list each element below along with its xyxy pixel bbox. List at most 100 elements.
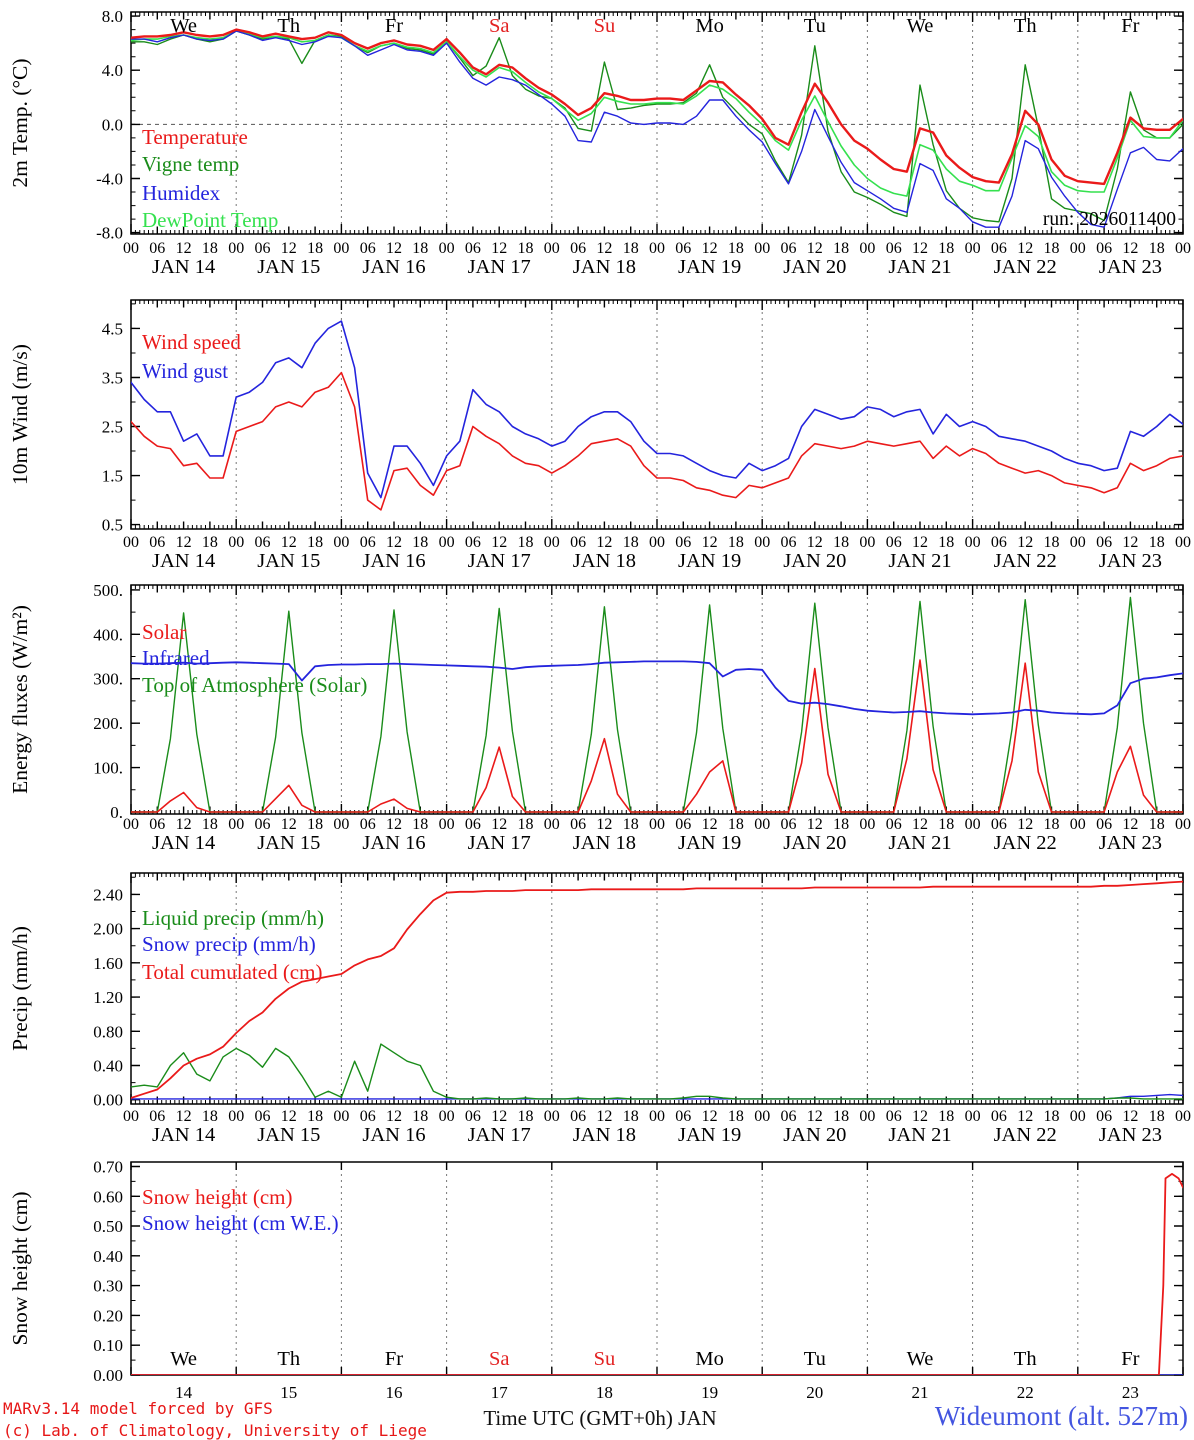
- y-tick-label: 2.40: [93, 885, 123, 904]
- x-hour-label: 12: [386, 240, 402, 257]
- x-hour-label: 00: [123, 534, 139, 551]
- x-hour-label: 12: [807, 1108, 823, 1125]
- x-hour-label: 00: [123, 816, 139, 833]
- panel-frame: [130, 584, 1184, 815]
- y-axis-title: Snow height (cm): [8, 1191, 32, 1345]
- panel-energy-fluxes: 500. 400. 300. 200. 100. 0. Energy fluxes (W/m…: [8, 581, 1191, 854]
- x-hour-label: 00: [754, 240, 770, 257]
- x-hour-label: 00: [649, 240, 665, 257]
- x-hour-label: 18: [728, 1108, 744, 1125]
- x-hour-label: 00: [1175, 534, 1191, 551]
- x-hour-label: 06: [781, 816, 797, 833]
- x-day-number: 19: [701, 1383, 718, 1402]
- x-hour-label: 06: [360, 1108, 376, 1125]
- run-label: run: 2026011400: [1043, 209, 1176, 230]
- x-hour-label: 18: [202, 240, 218, 257]
- model-credit-line2: (c) Lab. of Climatology, University of L…: [3, 1421, 427, 1440]
- y-tick-label: 0.50: [93, 1217, 123, 1236]
- x-hour-label: 00: [439, 1108, 455, 1125]
- x-date-label: JAN 17: [468, 256, 531, 278]
- x-hour-label: 06: [360, 240, 376, 257]
- x-hour-label: 12: [1017, 240, 1033, 257]
- x-date-label: JAN 19: [678, 1124, 741, 1146]
- x-hour-label: 18: [833, 1108, 849, 1125]
- x-hour-label: 00: [439, 816, 455, 833]
- x-hour-label: 06: [1096, 816, 1112, 833]
- x-hour-label: 00: [228, 534, 244, 551]
- x-hour-label: 06: [149, 240, 165, 257]
- x-date-label: JAN 16: [362, 832, 425, 854]
- panel-10m-wind: 4.5 3.5 2.5 1.5 0.5 10m Wind (m/s) 00 06 12 18 00 0…: [8, 299, 1191, 572]
- x-hour-label: 18: [1149, 816, 1165, 833]
- legend-infrared: Infrared: [142, 646, 210, 670]
- x-date-label: JAN 16: [362, 1124, 425, 1146]
- y-tick-label: 1.60: [93, 954, 123, 973]
- x-hour-label: 12: [807, 534, 823, 551]
- day-name-label: We: [170, 1348, 197, 1370]
- x-date-label: JAN 14: [152, 550, 215, 572]
- x-hour-label: 06: [675, 534, 691, 551]
- x-hour-label: 00: [1070, 534, 1086, 551]
- x-hour-label: 06: [255, 1108, 271, 1125]
- x-date-label: JAN 17: [468, 550, 531, 572]
- day-gridlines: [235, 873, 1079, 1104]
- day-gridlines: [235, 585, 1079, 814]
- series-line-humidex: [131, 30, 1183, 228]
- x-hour-label: 00: [859, 816, 875, 833]
- x-hour-label: 00: [754, 816, 770, 833]
- y-tick-label: 4.0: [102, 61, 123, 80]
- x-hour-label: 12: [702, 816, 718, 833]
- x-hour-label: 00: [649, 1108, 665, 1125]
- legend-solar: Solar: [142, 620, 186, 644]
- x-hour-label: 18: [412, 240, 428, 257]
- x-date-label: JAN 23: [1099, 550, 1162, 572]
- y-tick-label: 0.20: [93, 1306, 123, 1325]
- x-hour-label: 18: [202, 534, 218, 551]
- x-hour-label: 12: [912, 1108, 928, 1125]
- x-hour-label: 06: [886, 1108, 902, 1125]
- y-tick-label: 0.40: [93, 1057, 123, 1076]
- panel-precip: 2.40 2.00 1.60 1.20 0.80 0.40 0.00 Precip (mm/h…: [8, 872, 1191, 1146]
- x-hour-label: 06: [149, 534, 165, 551]
- x-hour-label: 12: [491, 240, 507, 257]
- y-tick-label: 0.60: [93, 1187, 123, 1206]
- x-hour-label: 18: [518, 240, 534, 257]
- x-hour-label: 00: [333, 1108, 349, 1125]
- series-group: [131, 28, 1183, 228]
- minor-ticks: [131, 300, 1183, 529]
- x-hour-label: 18: [412, 816, 428, 833]
- x-hour-label: 00: [965, 240, 981, 257]
- x-hour-label: 06: [570, 1108, 586, 1125]
- x-hour-label: 12: [912, 816, 928, 833]
- day-name-label: We: [170, 15, 197, 37]
- x-date-label: JAN 23: [1099, 832, 1162, 854]
- y-tick-label: 0.70: [93, 1157, 123, 1176]
- x-date-label: JAN 23: [1099, 1124, 1162, 1146]
- x-hour-label: 06: [149, 1108, 165, 1125]
- x-hour-label: 00: [754, 1108, 770, 1125]
- x-hour-label: 12: [176, 534, 192, 551]
- legend-snow-height-we: Snow height (cm W.E.): [142, 1211, 339, 1235]
- x-hour-label: 12: [1017, 1108, 1033, 1125]
- model-credit-line1: MARv3.14 model forced by GFS: [3, 1399, 273, 1418]
- y-axis-title: 10m Wind (m/s): [8, 344, 32, 485]
- x-date-label: JAN 14: [152, 832, 215, 854]
- y-tick-label: 300.: [93, 670, 123, 689]
- x-hour-label: 18: [1149, 240, 1165, 257]
- x-hour-label: 18: [833, 534, 849, 551]
- day-name-label: Tu: [804, 15, 826, 37]
- x-date-label: JAN 22: [994, 1124, 1057, 1146]
- x-hour-label: 18: [412, 1108, 428, 1125]
- day-name-label: Sa: [489, 15, 510, 37]
- x-hour-label: 00: [859, 534, 875, 551]
- x-hour-label: 00: [228, 240, 244, 257]
- x-day-number: 21: [912, 1383, 929, 1402]
- y-tick-label: 2.5: [102, 418, 123, 437]
- x-day-number: 23: [1122, 1383, 1139, 1402]
- panel-snow-height: 0.70 0.60 0.50 0.40 0.30 0.20 0.10 0.00 Snow hei…: [8, 1157, 1184, 1402]
- x-date-label: JAN 14: [152, 256, 215, 278]
- x-hour-label: 06: [360, 816, 376, 833]
- x-hour-label: 18: [623, 534, 639, 551]
- x-hour-label: 06: [465, 534, 481, 551]
